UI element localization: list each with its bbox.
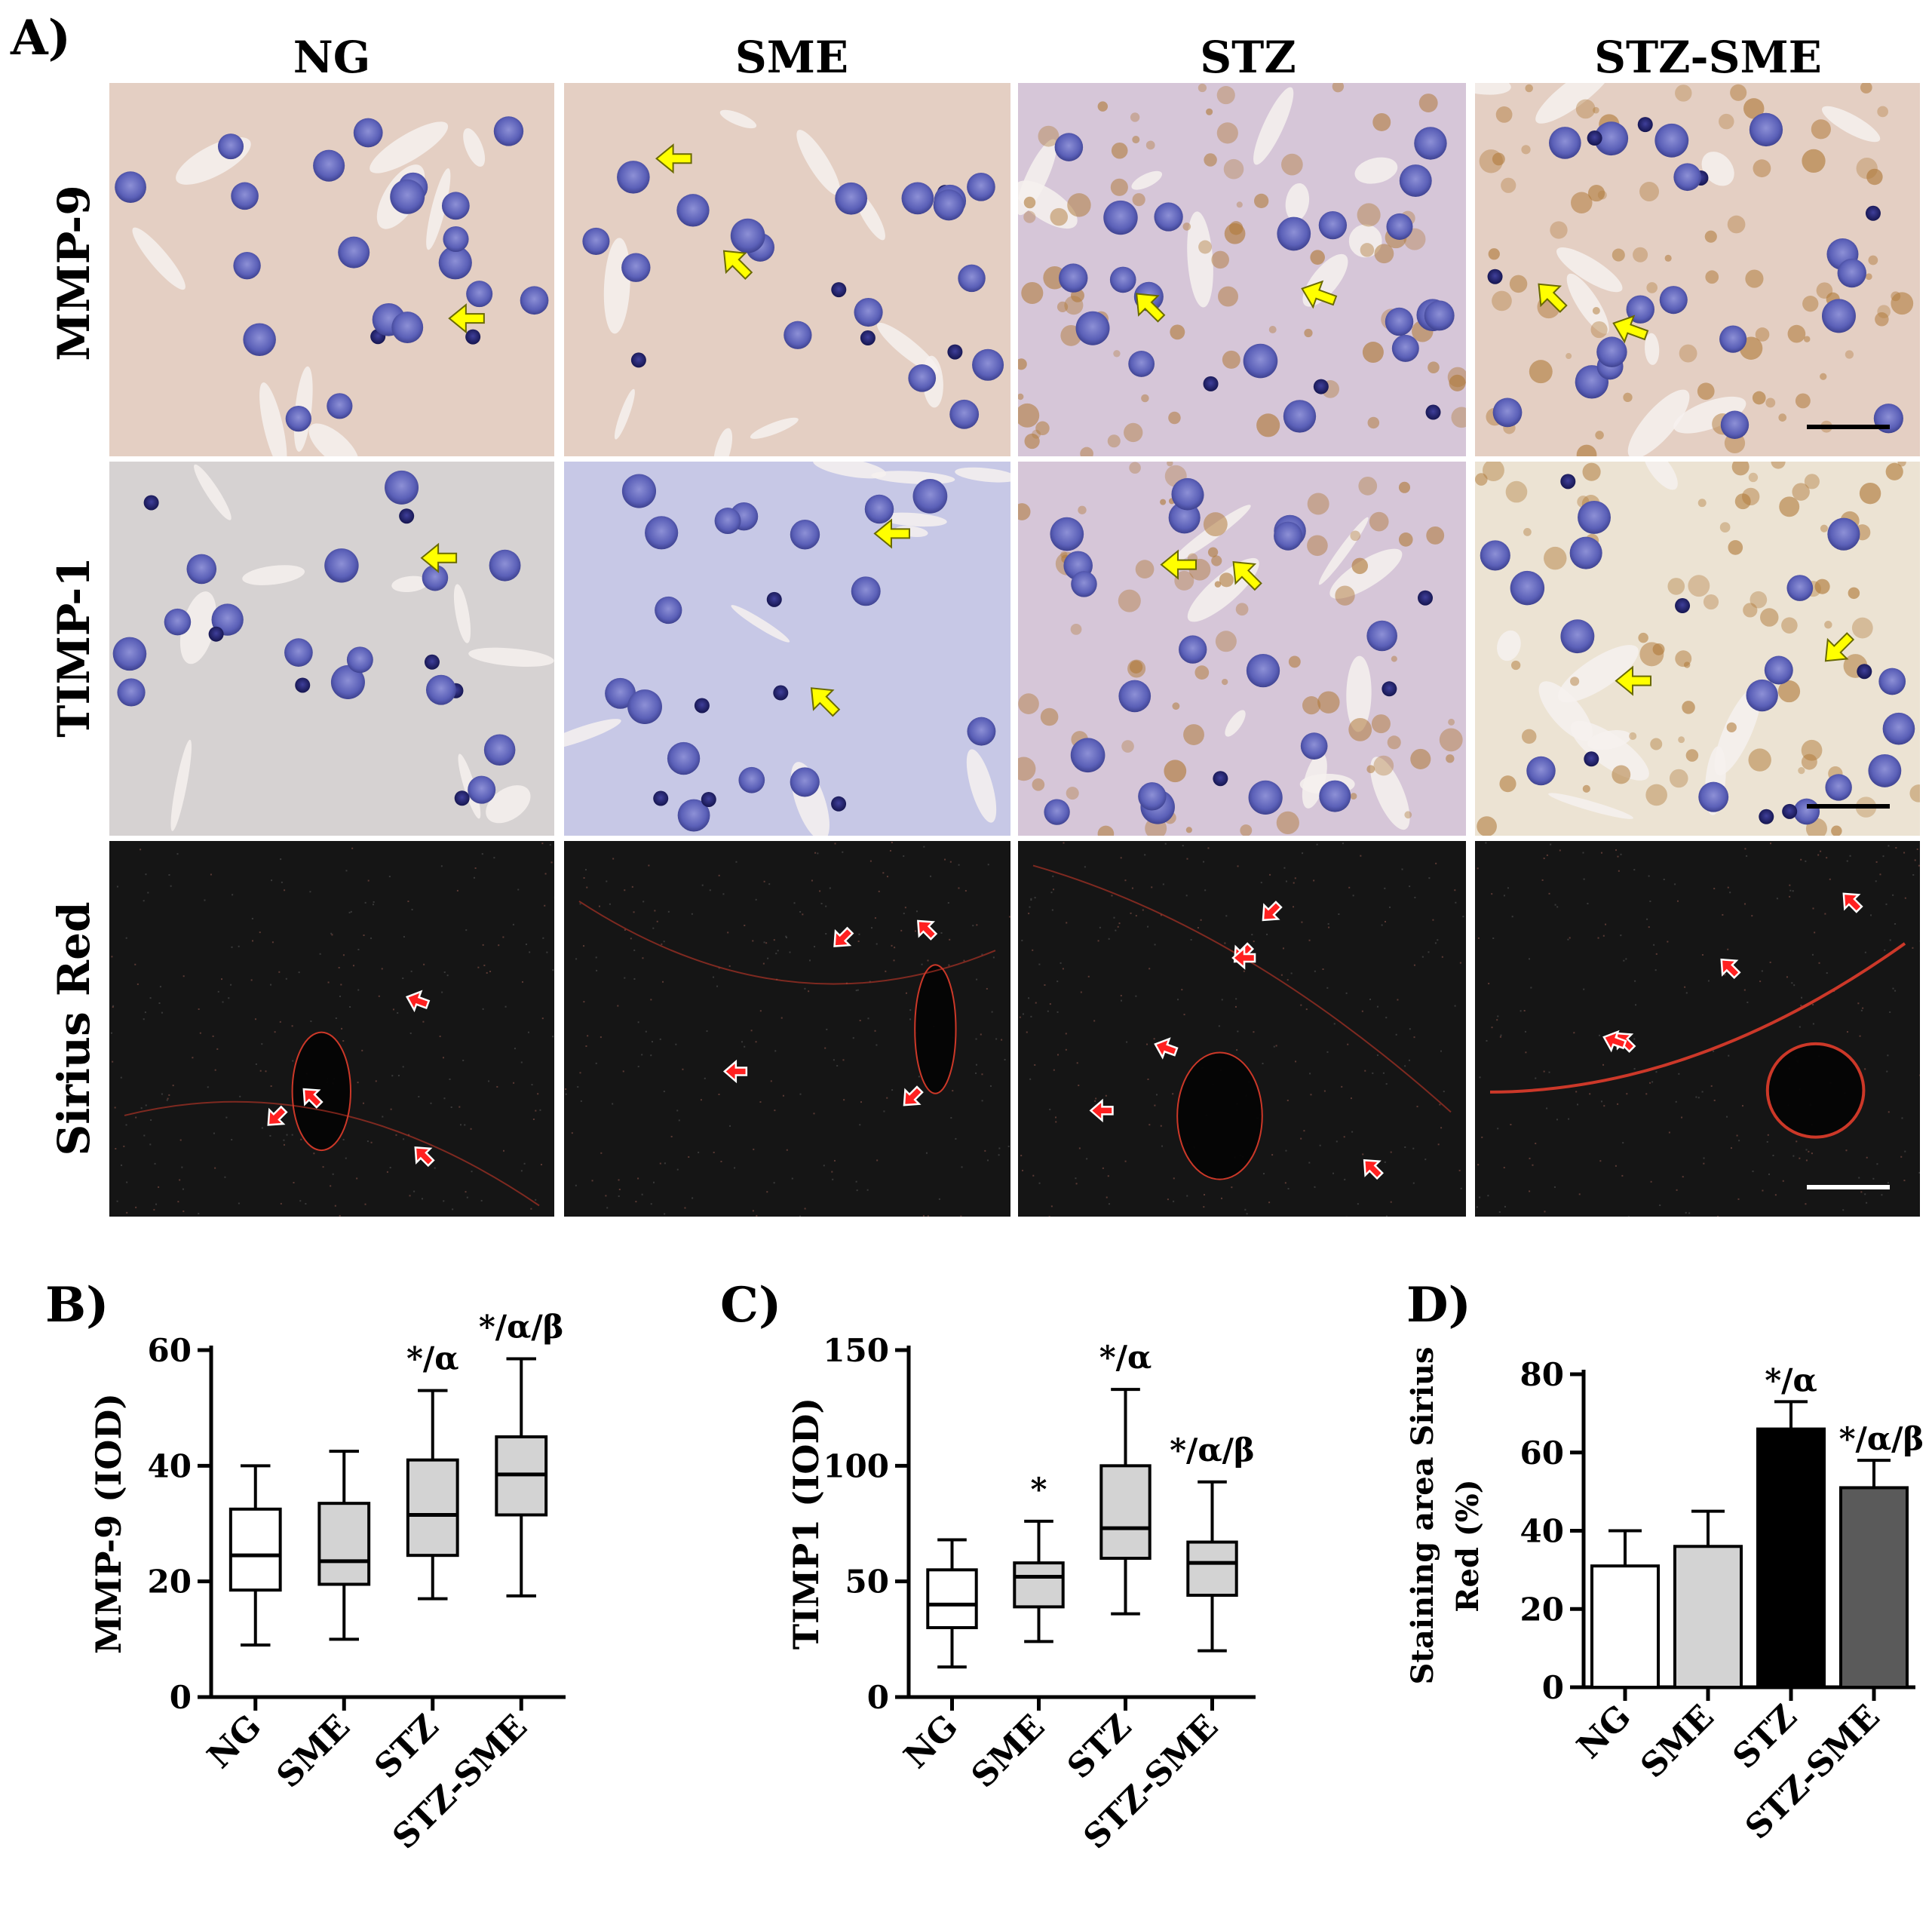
box-sme bbox=[317, 1450, 371, 1641]
significance-label: */α/β bbox=[1839, 1420, 1924, 1457]
chart-d-sirius-red-bar: D) 0 20 40 60 80 Staining area Sirius Red (%) N… bbox=[1405, 1277, 1924, 1847]
column-label-ng: NG bbox=[293, 32, 371, 83]
row-label-mmp9: MMP-9 bbox=[48, 185, 100, 361]
significance-label: */α bbox=[1765, 1361, 1817, 1398]
bar-sme bbox=[1673, 1509, 1743, 1689]
column-label-stz-sme: STZ-SME bbox=[1594, 32, 1822, 83]
column-label-sme: SME bbox=[735, 32, 848, 83]
micrograph-sirius-red-sme bbox=[564, 841, 1010, 1217]
x-category-label: STZ bbox=[1060, 1708, 1139, 1786]
panel-b-letter: B) bbox=[45, 1277, 109, 1334]
bar-stz-sme bbox=[1839, 1459, 1909, 1689]
bar-rect bbox=[1590, 1564, 1660, 1689]
tissue-background bbox=[1018, 462, 1466, 836]
significance-label: * bbox=[1031, 1471, 1047, 1508]
bar-rect bbox=[1673, 1545, 1743, 1689]
bar-stz bbox=[1756, 1400, 1826, 1689]
box-sme bbox=[1013, 1519, 1065, 1644]
y-tick-label: 0 bbox=[867, 1679, 889, 1716]
scale-bar bbox=[1807, 1185, 1890, 1189]
bar-rect bbox=[1756, 1427, 1826, 1689]
box-ng bbox=[926, 1538, 978, 1669]
x-category-label: NG bbox=[897, 1708, 965, 1776]
panel-a: A) NG SME STZ STZ-SME MMP-9 TIMP-1 Siriu… bbox=[10, 10, 1920, 1217]
tissue-background bbox=[1018, 83, 1466, 456]
y-tick-label: 0 bbox=[1542, 1669, 1564, 1706]
x-category-label: NG bbox=[1570, 1698, 1639, 1766]
x-category-label: STZ bbox=[367, 1708, 446, 1786]
row-label-timp1: TIMP-1 bbox=[48, 557, 100, 737]
micrograph-timp1-stz-sme bbox=[1475, 462, 1920, 836]
box-iqr bbox=[228, 1507, 282, 1592]
micrograph-mmp9-stz bbox=[1018, 83, 1466, 456]
y-axis-label-line-2: Red (%) bbox=[1450, 1479, 1486, 1612]
significance-label: */α bbox=[406, 1340, 459, 1377]
row-labels: MMP-9 TIMP-1 Sirius Red bbox=[48, 185, 100, 1156]
box-iqr bbox=[1186, 1540, 1238, 1597]
x-category-label: NG bbox=[200, 1708, 268, 1776]
panel-d-letter: D) bbox=[1406, 1277, 1471, 1334]
micrograph-sirius-red-stz-sme bbox=[1475, 841, 1920, 1217]
y-tick-label: 60 bbox=[1520, 1435, 1564, 1472]
micrograph-timp1-sme bbox=[564, 462, 1010, 836]
micrograph-grid bbox=[109, 83, 1920, 1217]
micrograph-timp1-ng bbox=[109, 462, 554, 836]
column-label-stz: STZ bbox=[1200, 32, 1296, 83]
box-iqr bbox=[1013, 1561, 1065, 1609]
bar-rect bbox=[1839, 1486, 1909, 1689]
micrograph-mmp9-ng bbox=[109, 83, 554, 456]
y-tick-label: 40 bbox=[148, 1447, 192, 1484]
box-iqr bbox=[1099, 1464, 1152, 1561]
y-tick-label: 100 bbox=[823, 1447, 889, 1484]
scale-bar bbox=[1807, 425, 1890, 429]
y-tick-label: 40 bbox=[1520, 1513, 1564, 1550]
box-iqr bbox=[926, 1568, 978, 1629]
micrograph-sirius-red-ng bbox=[109, 841, 554, 1217]
column-labels: NG SME STZ STZ-SME bbox=[293, 32, 1822, 83]
box-stz-sme bbox=[495, 1357, 548, 1597]
micrograph-timp1-stz bbox=[1018, 462, 1466, 836]
box-stz bbox=[1099, 1388, 1152, 1616]
y-tick-label: 20 bbox=[148, 1564, 192, 1601]
significance-label: */α/β bbox=[479, 1309, 564, 1346]
scale-bar bbox=[1807, 804, 1890, 809]
x-category-label: SME bbox=[1633, 1698, 1722, 1786]
significance-label: */α/β bbox=[1170, 1432, 1255, 1469]
x-category-label: SME bbox=[269, 1708, 357, 1796]
tissue-background bbox=[109, 841, 554, 1217]
tissue-background bbox=[564, 462, 1010, 836]
significance-label: */α bbox=[1099, 1339, 1152, 1376]
box-iqr bbox=[317, 1502, 371, 1586]
y-axis-label: MMP-9 (IOD) bbox=[88, 1393, 129, 1654]
box-stz-sme bbox=[1186, 1480, 1238, 1653]
y-axis-label-line-1: Staining area Sirius bbox=[1405, 1347, 1440, 1685]
y-tick-label: 150 bbox=[823, 1332, 889, 1369]
x-category-label: SME bbox=[964, 1708, 1053, 1796]
y-tick-label: 80 bbox=[1520, 1356, 1564, 1393]
panel-c-letter: C) bbox=[720, 1277, 781, 1334]
bar-ng bbox=[1590, 1529, 1660, 1689]
y-tick-label: 0 bbox=[170, 1679, 192, 1716]
y-tick-label: 60 bbox=[148, 1332, 192, 1369]
box-stz bbox=[406, 1389, 459, 1601]
box-ng bbox=[228, 1464, 282, 1647]
y-axis-label: TIMP1 (IOD) bbox=[786, 1398, 826, 1650]
row-label-sirius-red: Sirius Red bbox=[48, 901, 100, 1156]
box-iqr bbox=[406, 1458, 459, 1558]
panel-a-letter: A) bbox=[10, 10, 71, 66]
y-tick-label: 50 bbox=[845, 1564, 889, 1601]
micrograph-mmp9-sme bbox=[564, 83, 1010, 456]
micrograph-mmp9-stz-sme bbox=[1475, 83, 1920, 456]
micrograph-sirius-red-stz bbox=[1018, 841, 1466, 1217]
y-tick-label: 20 bbox=[1520, 1591, 1564, 1628]
